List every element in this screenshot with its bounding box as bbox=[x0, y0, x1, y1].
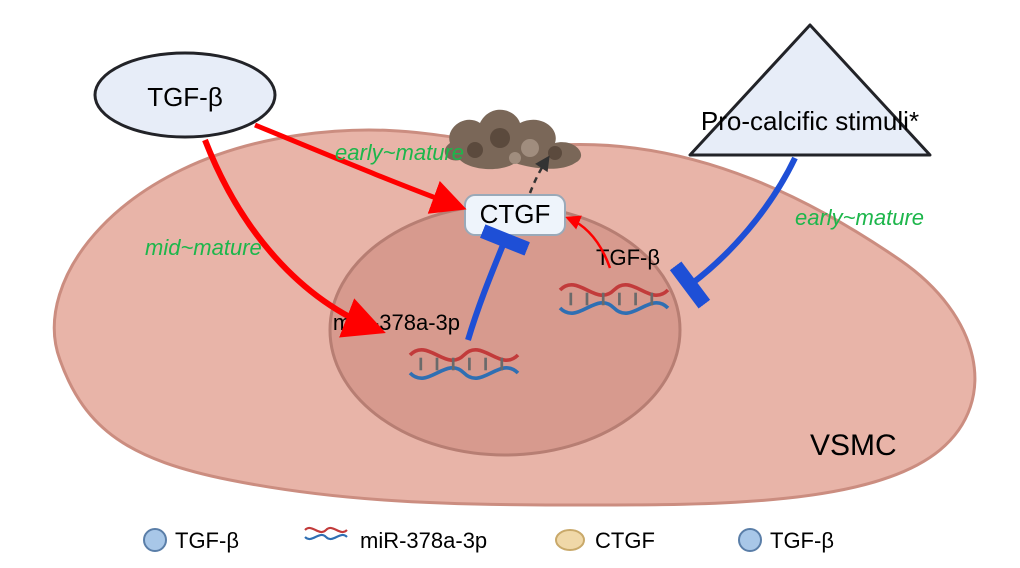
tgfb-node: TGF-β bbox=[95, 53, 275, 137]
legend-stimuli-label: TGF-β bbox=[770, 528, 834, 553]
legend-stimuli-icon bbox=[739, 529, 761, 551]
legend-mir-icon bbox=[305, 528, 347, 539]
legend-tgfb-icon bbox=[144, 529, 166, 551]
stage-stimuli: early~mature bbox=[795, 205, 924, 230]
ctgf-node: CTGF bbox=[465, 195, 565, 235]
legend-ctgf-label: CTGF bbox=[595, 528, 655, 553]
stage-tgfb-mid: mid~mature bbox=[145, 235, 262, 260]
legend-row: TGF-β miR-378a-3p CTGF TGF-β bbox=[144, 528, 834, 553]
stimuli-node: Pro-calcific stimuli* bbox=[690, 25, 930, 155]
diagram-canvas: CTGF miR-378a-3p TGF-β TGF-β Pro-calcifi… bbox=[0, 0, 1020, 568]
tgfb-node-label: TGF-β bbox=[147, 82, 223, 112]
legend-tgfb-label: TGF-β bbox=[175, 528, 239, 553]
vsmc-label: VSMC bbox=[810, 429, 897, 462]
calcification-deposit bbox=[445, 110, 581, 169]
legend-mir-label: miR-378a-3p bbox=[360, 528, 487, 553]
legend-ctgf-icon bbox=[556, 530, 584, 550]
ctgf-label: CTGF bbox=[480, 199, 551, 229]
stimuli-node-label: Pro-calcific stimuli* bbox=[701, 106, 919, 136]
mir378-label: miR-378a-3p bbox=[333, 310, 460, 335]
stage-tgfb-early: early~mature bbox=[335, 140, 464, 165]
